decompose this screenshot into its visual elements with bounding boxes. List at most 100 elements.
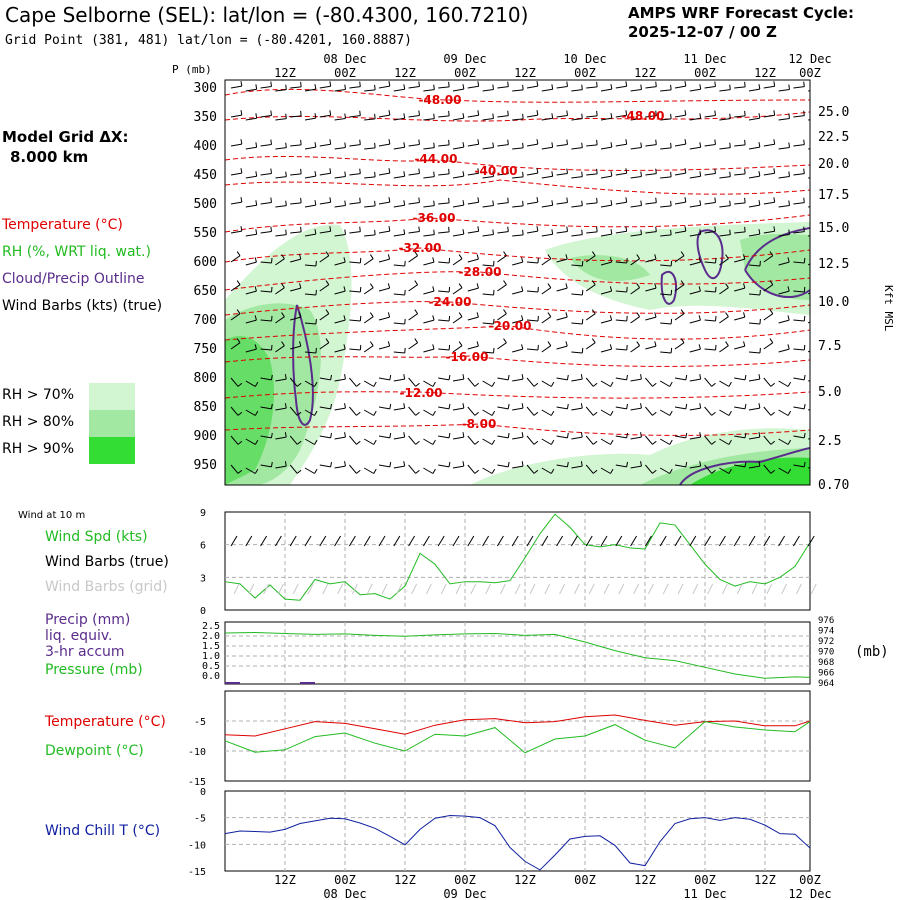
wind-barb-flag bbox=[403, 374, 406, 380]
bottom-hour-label: 12Z bbox=[514, 873, 536, 887]
wind-barb-flag bbox=[610, 410, 614, 416]
temperature-contour bbox=[225, 155, 810, 171]
wind-barb-flag bbox=[536, 139, 539, 145]
height-axis-label: Kft MSL bbox=[882, 285, 895, 332]
wind-barb-flag bbox=[550, 381, 555, 387]
wind-barb bbox=[363, 258, 374, 266]
wind-barb-flag bbox=[329, 197, 332, 203]
wind-barb-flag bbox=[758, 461, 761, 467]
wind-barb-flag bbox=[374, 84, 376, 90]
wind-barb bbox=[586, 86, 598, 89]
wind-barb-flag bbox=[610, 200, 613, 206]
wind-barb-flag bbox=[787, 315, 790, 321]
wind-barb-flag bbox=[254, 439, 259, 445]
wind-barb bbox=[319, 342, 330, 350]
height-tick-label: 17.5 bbox=[818, 188, 849, 203]
wind-barb bbox=[467, 464, 476, 474]
wind-barb-flag bbox=[636, 312, 641, 317]
wind-barb bbox=[304, 264, 317, 267]
wind-barb bbox=[349, 348, 361, 351]
wind-barb-flag bbox=[359, 139, 361, 145]
wind-barb bbox=[778, 348, 790, 353]
wind-barb-grid bbox=[292, 583, 299, 595]
wind-barb-flag bbox=[284, 461, 287, 467]
wind-barb bbox=[423, 176, 435, 179]
pressure-tick-label: 970 bbox=[818, 648, 834, 658]
wind-barb-flag bbox=[803, 168, 805, 174]
wind-barb-flag bbox=[374, 171, 376, 177]
wind-barb-flag bbox=[521, 432, 524, 438]
wind-barb bbox=[289, 406, 298, 416]
wind-barb-flag bbox=[330, 461, 332, 467]
wind-barb bbox=[734, 86, 746, 89]
temperature-contour bbox=[225, 88, 810, 103]
wind-barb bbox=[615, 230, 627, 234]
wind-barb bbox=[763, 114, 775, 118]
wind-barb-flag bbox=[418, 81, 420, 87]
wind-barb-flag bbox=[698, 344, 701, 350]
wind-barb bbox=[793, 464, 805, 468]
wind-barb-true bbox=[378, 535, 386, 547]
wind-barb-flag bbox=[640, 432, 642, 438]
wind-barb bbox=[334, 319, 346, 324]
wind-barb bbox=[719, 287, 729, 295]
wind-barb bbox=[689, 117, 701, 121]
wind-barb-flag bbox=[680, 280, 685, 285]
wind-barb bbox=[304, 467, 315, 474]
wind-barb bbox=[541, 117, 553, 121]
wind-barb-flag bbox=[711, 411, 716, 416]
wind-barb-flag bbox=[270, 110, 272, 116]
wind-barb-flag bbox=[369, 312, 374, 317]
wind-barb-flag bbox=[699, 142, 702, 148]
pressure-unit-label: (mb) bbox=[855, 644, 889, 660]
wind-barb-flag bbox=[581, 113, 583, 119]
wind-barb-flag bbox=[314, 410, 318, 416]
wind-barb bbox=[497, 406, 509, 410]
wind-barb bbox=[512, 205, 524, 208]
wind-barb-flag bbox=[414, 280, 419, 285]
wind-barb bbox=[556, 85, 568, 89]
height-tick-label: 0.70 bbox=[818, 478, 849, 493]
wind-barb-flag bbox=[685, 461, 688, 467]
wind-barb bbox=[689, 175, 701, 179]
wind-barb bbox=[541, 380, 552, 387]
wind-barb-flag bbox=[680, 309, 685, 314]
wind-barb-flag bbox=[522, 142, 524, 148]
wind-barb bbox=[571, 293, 583, 296]
height-tick-label: 22.5 bbox=[818, 130, 849, 145]
wind-barb-flag bbox=[787, 344, 790, 350]
wind-barb-flag bbox=[670, 113, 672, 119]
wind-barb bbox=[290, 258, 301, 263]
wind-barb bbox=[526, 435, 535, 445]
wind-barb bbox=[289, 435, 298, 445]
wind-barb bbox=[600, 380, 611, 387]
bottom-hour-label: 00Z bbox=[574, 873, 596, 887]
legend-rh70-label: RH > 70% bbox=[2, 387, 75, 403]
wind-barb-grid bbox=[411, 583, 418, 595]
wind-chill-line bbox=[224, 815, 811, 871]
bottom-day-label: 11 Dec bbox=[683, 887, 726, 900]
wind-barb-flag bbox=[592, 411, 598, 416]
wind-barb-flag bbox=[711, 440, 716, 445]
wind-panel-frame bbox=[224, 511, 811, 611]
wind-barb-true bbox=[230, 535, 238, 547]
wind-barb-flag bbox=[698, 286, 701, 292]
wind-barb-grid bbox=[721, 583, 728, 595]
wind-barb bbox=[260, 464, 272, 468]
wind-barb-true bbox=[334, 535, 342, 547]
wind-barb bbox=[541, 88, 553, 92]
wind-barb-flag bbox=[270, 374, 273, 380]
wind-barb bbox=[364, 176, 376, 179]
wind-barb-flag bbox=[270, 432, 273, 438]
wind-barb-flag bbox=[640, 229, 642, 235]
wind-barb-flag bbox=[652, 382, 657, 387]
wind-barb-flag bbox=[254, 315, 257, 321]
wind-barb bbox=[793, 406, 805, 410]
wind-barb-flag bbox=[462, 113, 465, 119]
wind-barb-flag bbox=[477, 226, 480, 232]
temperature-contour bbox=[225, 325, 810, 341]
wind-barb bbox=[378, 345, 390, 350]
wind-barb-flag bbox=[521, 286, 524, 292]
wind-barb-flag bbox=[270, 403, 273, 409]
wind-barb bbox=[364, 89, 376, 92]
